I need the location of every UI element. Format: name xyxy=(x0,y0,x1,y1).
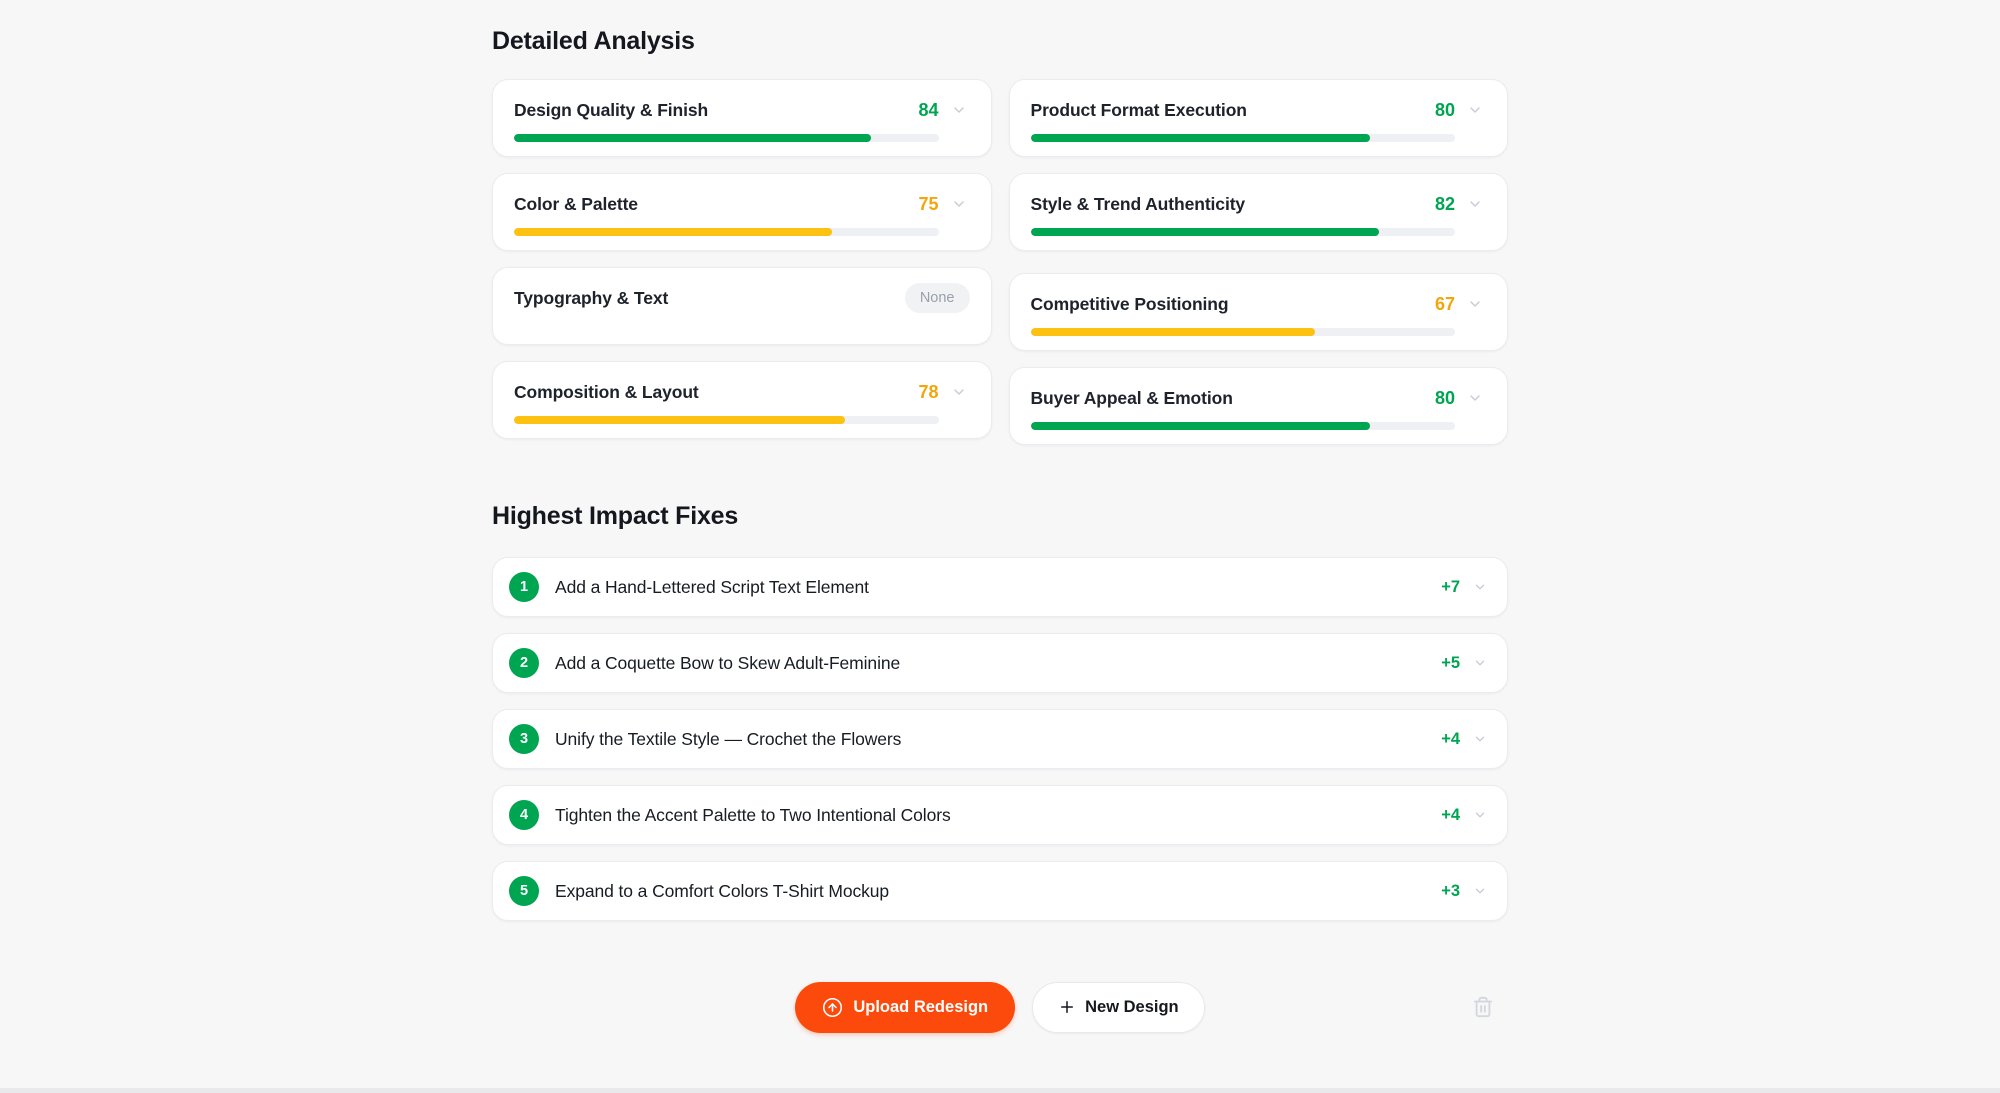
score-card-competitive-positioning[interactable]: Competitive Positioning 67 xyxy=(1008,273,1508,351)
score-card-composition-layout[interactable]: Composition & Layout 78 xyxy=(492,361,992,439)
new-design-label: New Design xyxy=(1085,997,1179,1016)
progress-fill xyxy=(514,416,846,424)
fix-title: Expand to a Comfort Colors T-Shirt Mocku… xyxy=(555,880,890,901)
score-value: 82 xyxy=(1434,193,1455,214)
fix-title: Tighten the Accent Palette to Two Intent… xyxy=(555,804,951,825)
trash-icon xyxy=(1472,996,1494,1018)
score-card-title: Color & Palette xyxy=(514,193,638,214)
impact-score: +4 xyxy=(1441,805,1460,824)
fix-title: Add a Hand-Lettered Script Text Element xyxy=(555,576,869,597)
score-card-title: Design Quality & Finish xyxy=(514,99,709,120)
page-bottom-edge xyxy=(0,1088,2000,1093)
progress-fill xyxy=(514,228,833,236)
progress-track xyxy=(514,416,939,424)
chevron-down-icon[interactable] xyxy=(939,192,979,216)
impact-score: +4 xyxy=(1441,729,1460,748)
score-card-title: Product Format Execution xyxy=(1030,99,1247,120)
fix-row-4[interactable]: 4 Tighten the Accent Palette to Two Inte… xyxy=(492,785,1508,845)
rank-badge: 2 xyxy=(509,648,539,678)
impact-score: +5 xyxy=(1441,653,1460,672)
rank-badge: 1 xyxy=(509,572,539,602)
chevron-down-icon[interactable] xyxy=(1473,732,1487,746)
progress-track xyxy=(514,134,939,142)
score-card-style-trend[interactable]: Style & Trend Authenticity 82 xyxy=(1008,173,1508,251)
fix-row-3[interactable]: 3 Unify the Textile Style — Crochet the … xyxy=(492,709,1508,769)
fix-title: Add a Coquette Bow to Skew Adult-Feminin… xyxy=(555,652,901,673)
rank-badge: 4 xyxy=(509,800,539,830)
upload-redesign-button[interactable]: Upload Redesign xyxy=(795,981,1016,1033)
chevron-down-icon[interactable] xyxy=(939,98,979,122)
progress-fill xyxy=(514,134,871,142)
score-card-buyer-appeal[interactable]: Buyer Appeal & Emotion 80 xyxy=(1008,367,1508,445)
delete-button[interactable] xyxy=(1468,992,1498,1022)
score-card-title: Buyer Appeal & Emotion xyxy=(1030,387,1233,408)
impact-score: +3 xyxy=(1441,881,1460,900)
score-card-product-format[interactable]: Product Format Execution 80 xyxy=(1008,79,1508,157)
chevron-down-icon[interactable] xyxy=(1455,386,1495,410)
fix-row-2[interactable]: 2 Add a Coquette Bow to Skew Adult-Femin… xyxy=(492,633,1508,693)
upload-redesign-label: Upload Redesign xyxy=(853,997,989,1016)
fix-row-5[interactable]: 5 Expand to a Comfort Colors T-Shirt Moc… xyxy=(492,861,1508,921)
chevron-down-icon[interactable] xyxy=(1473,808,1487,822)
score-value: 80 xyxy=(1434,99,1455,120)
score-card-title: Typography & Text xyxy=(514,287,669,308)
content-column: Detailed Analysis Design Quality & Finis… xyxy=(492,0,1508,1033)
chevron-down-icon[interactable] xyxy=(1455,292,1495,316)
score-card-title: Competitive Positioning xyxy=(1030,293,1229,314)
chevron-down-icon[interactable] xyxy=(1473,884,1487,898)
chevron-down-icon[interactable] xyxy=(1473,580,1487,594)
chevron-down-icon[interactable] xyxy=(1455,192,1495,216)
score-card-design-quality[interactable]: Design Quality & Finish 84 xyxy=(492,79,992,157)
analysis-cards-grid: Design Quality & Finish 84 Color & Palet… xyxy=(492,79,1508,445)
action-bar: Upload Redesign New Design xyxy=(492,981,1508,1033)
progress-track xyxy=(1030,422,1455,430)
none-status-badge: None xyxy=(904,283,970,313)
highest-impact-fixes-section: Highest Impact Fixes 1 Add a Hand-Letter… xyxy=(492,501,1508,921)
progress-track xyxy=(1030,228,1455,236)
new-design-button[interactable]: New Design xyxy=(1032,981,1205,1033)
score-card-color-palette[interactable]: Color & Palette 75 xyxy=(492,173,992,251)
analysis-cards-right-column: Product Format Execution 80 Style & Tren… xyxy=(1008,79,1508,445)
progress-fill xyxy=(1030,134,1371,142)
rank-badge: 5 xyxy=(509,876,539,906)
fix-title: Unify the Textile Style — Crochet the Fl… xyxy=(555,728,902,749)
progress-fill xyxy=(1030,422,1371,430)
score-card-title: Composition & Layout xyxy=(514,381,699,402)
score-value: 75 xyxy=(918,193,939,214)
score-card-typography: Typography & Text None xyxy=(492,267,992,345)
chevron-down-icon[interactable] xyxy=(939,380,979,404)
progress-track xyxy=(1030,328,1455,336)
chevron-down-icon[interactable] xyxy=(1473,656,1487,670)
score-value: 84 xyxy=(918,99,939,120)
rank-badge: 3 xyxy=(509,724,539,754)
plus-icon xyxy=(1058,998,1076,1016)
highest-impact-fixes-heading: Highest Impact Fixes xyxy=(492,502,739,530)
score-value: 80 xyxy=(1434,387,1455,408)
score-value: 78 xyxy=(918,381,939,402)
score-card-title: Style & Trend Authenticity xyxy=(1030,193,1246,214)
chevron-down-icon[interactable] xyxy=(1455,98,1495,122)
impact-score: +7 xyxy=(1441,577,1460,596)
progress-track xyxy=(1030,134,1455,142)
detailed-analysis-heading: Detailed Analysis xyxy=(492,27,695,55)
progress-fill xyxy=(1030,228,1379,236)
score-value: 67 xyxy=(1434,293,1455,314)
upload-circle-arrow-icon xyxy=(822,997,843,1018)
fix-row-1[interactable]: 1 Add a Hand-Lettered Script Text Elemen… xyxy=(492,557,1508,617)
analysis-cards-left-column: Design Quality & Finish 84 Color & Palet… xyxy=(492,79,992,439)
fix-list: 1 Add a Hand-Lettered Script Text Elemen… xyxy=(492,557,1508,921)
progress-fill xyxy=(1030,328,1315,336)
progress-track xyxy=(514,228,939,236)
